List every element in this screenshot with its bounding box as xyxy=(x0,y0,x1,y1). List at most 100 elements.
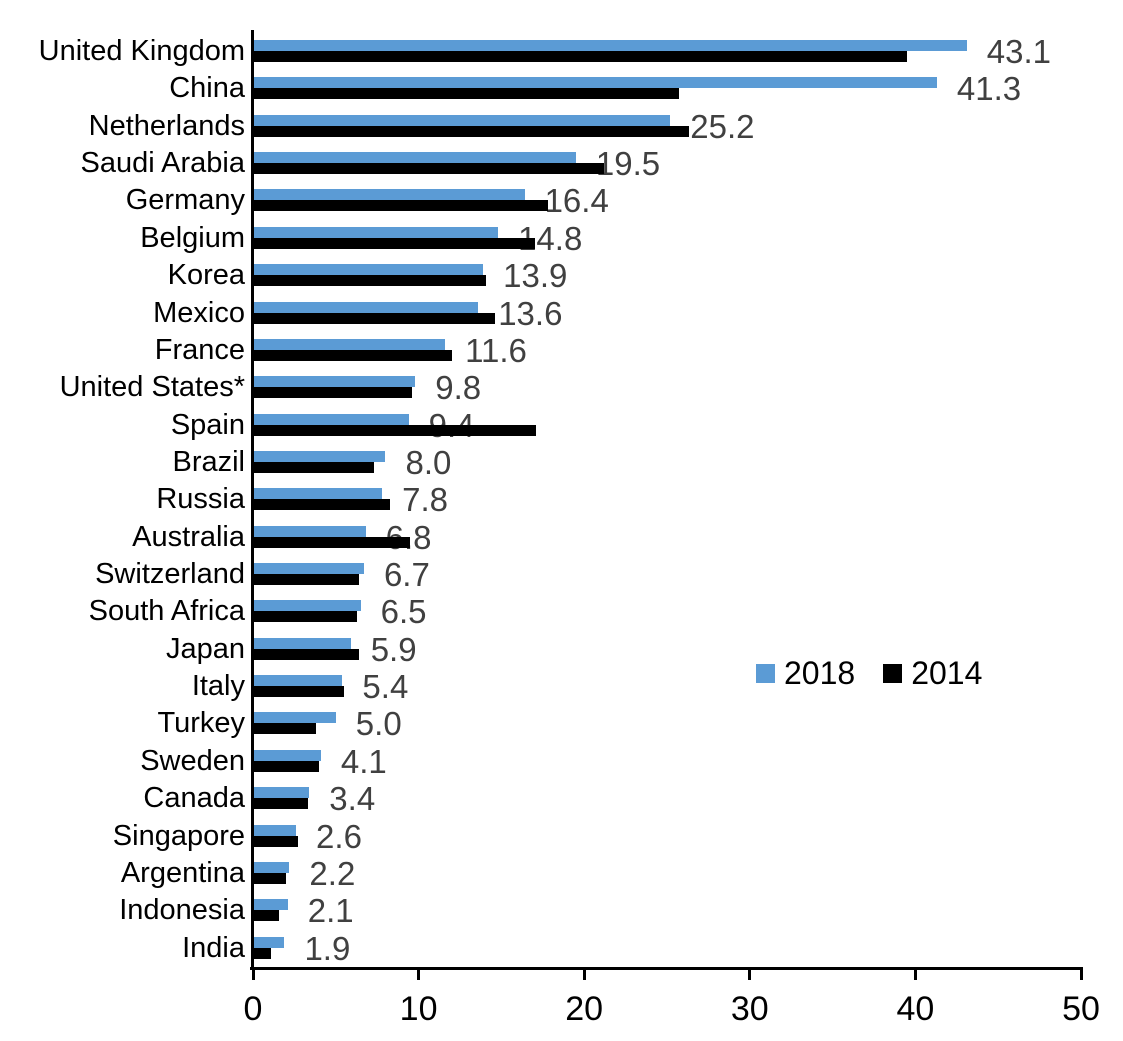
bar-2018 xyxy=(253,77,937,89)
bar-2018 xyxy=(253,861,290,873)
bar-group: 9.8 xyxy=(253,369,1081,406)
category-label: Turkey xyxy=(157,707,245,740)
data-label: 13.6 xyxy=(498,294,563,332)
category-label: South Africa xyxy=(88,595,245,628)
category-label: Brazil xyxy=(172,445,245,478)
bar-2014 xyxy=(253,163,605,175)
bar-group: 13.9 xyxy=(253,257,1081,294)
category-label: Korea xyxy=(167,259,245,292)
bar-row: India 1.9 xyxy=(0,930,1123,967)
bar-2014 xyxy=(253,125,689,137)
bar-row: Argentina 2.2 xyxy=(0,855,1123,892)
bar-group: 2.2 xyxy=(253,855,1081,892)
bar-2018 xyxy=(253,152,576,164)
bar-2014 xyxy=(253,723,316,735)
bar-row: Sweden 4.1 xyxy=(0,743,1123,780)
bar-2018 xyxy=(253,637,351,649)
category-label: Indonesia xyxy=(119,894,245,927)
bar-2018 xyxy=(253,40,967,51)
legend: 2018 2014 xyxy=(756,657,982,690)
category-label: Japan xyxy=(165,632,245,665)
bar-2014 xyxy=(253,461,374,473)
data-label: 16.4 xyxy=(544,182,609,220)
bar-row: Saudi Arabia 19.5 xyxy=(0,145,1123,182)
x-tick-mark xyxy=(251,967,255,980)
bar-2018 xyxy=(253,787,310,799)
legend-label-2014: 2014 xyxy=(911,655,983,691)
bar-group: 5.9 xyxy=(253,631,1081,668)
bar-2014 xyxy=(253,798,308,810)
x-tick-label: 50 xyxy=(1062,990,1100,1028)
bar-row: Switzerland 6.7 xyxy=(0,556,1123,593)
bar-group: 6.5 xyxy=(253,593,1081,630)
bar-group: 6.7 xyxy=(253,556,1081,593)
bar-group: 1.9 xyxy=(253,930,1081,967)
bar-2014 xyxy=(253,424,537,436)
bar-group: 2.6 xyxy=(253,818,1081,855)
data-label: 19.5 xyxy=(595,145,661,183)
category-label: China xyxy=(169,72,245,105)
bar-2014 xyxy=(253,88,679,100)
bar-group: 8.0 xyxy=(253,444,1081,481)
bar-row: Korea 13.9 xyxy=(0,257,1123,294)
bar-group: 43.1 xyxy=(253,33,1081,70)
category-label: Sweden xyxy=(140,744,245,777)
bar-row: United States* 9.8 xyxy=(0,369,1123,406)
x-tick-label: 0 xyxy=(243,990,263,1028)
bar-2014 xyxy=(253,648,359,660)
x-tick-label: 10 xyxy=(399,990,438,1028)
category-label: Switzerland xyxy=(95,558,245,591)
bar-group: 7.8 xyxy=(253,481,1081,518)
legend-swatch-2014-icon xyxy=(883,664,903,683)
bar-2018 xyxy=(253,301,479,313)
category-label: India xyxy=(182,931,245,964)
data-label: 43.1 xyxy=(986,33,1051,70)
bar-2014 xyxy=(253,872,287,884)
bar-2018 xyxy=(253,675,343,687)
bar-2018 xyxy=(253,450,386,462)
data-label: 13.9 xyxy=(503,257,568,295)
x-tick-mark xyxy=(748,967,752,980)
bar-row: France 11.6 xyxy=(0,332,1123,369)
data-label: 1.9 xyxy=(304,929,351,967)
bar-2014 xyxy=(253,312,495,324)
bar-group: 3.4 xyxy=(253,780,1081,817)
bar-group: 41.3 xyxy=(253,70,1081,107)
bar-2018 xyxy=(253,413,409,425)
data-label: 2.6 xyxy=(316,817,362,855)
data-label: 25.2 xyxy=(690,107,755,145)
category-label: Saudi Arabia xyxy=(80,147,245,180)
y-axis-line xyxy=(251,30,254,970)
data-label: 5.0 xyxy=(355,705,402,743)
x-tick-mark xyxy=(582,967,586,980)
bar-row: Italy 5.4 xyxy=(0,668,1123,705)
bar-2014 xyxy=(253,237,535,249)
bar-2014 xyxy=(253,947,272,959)
data-label: 9.8 xyxy=(435,369,482,407)
data-label: 8.0 xyxy=(405,443,452,481)
data-label: 2.2 xyxy=(309,854,356,892)
bar-group: 13.6 xyxy=(253,295,1081,332)
bar-row: Canada 3.4 xyxy=(0,780,1123,817)
bar-row: China 41.3 xyxy=(0,70,1123,107)
category-label: Russia xyxy=(156,483,245,516)
bar-2014 xyxy=(253,835,298,847)
data-label: 7.8 xyxy=(402,481,449,519)
bar-2018 xyxy=(253,525,366,537)
bar-group: 5.0 xyxy=(253,705,1081,742)
bar-2014 xyxy=(253,349,452,361)
category-label: United States* xyxy=(59,371,245,404)
x-tick-mark xyxy=(913,967,917,980)
bar-group: 6.8 xyxy=(253,519,1081,556)
bar-row: Russia 7.8 xyxy=(0,481,1123,518)
legend-item-2014: 2014 xyxy=(883,657,982,690)
x-tick-label: 20 xyxy=(565,990,604,1028)
bar-2014 xyxy=(253,686,345,698)
x-tick-mark xyxy=(417,967,421,980)
bar-row: United Kingdom 43.1 xyxy=(0,33,1123,70)
bar-2018 xyxy=(253,712,336,724)
category-label: Mexico xyxy=(153,296,245,329)
bar-group: 14.8 xyxy=(253,220,1081,257)
x-tick-mark xyxy=(1079,967,1083,980)
bar-2018 xyxy=(253,749,321,761)
